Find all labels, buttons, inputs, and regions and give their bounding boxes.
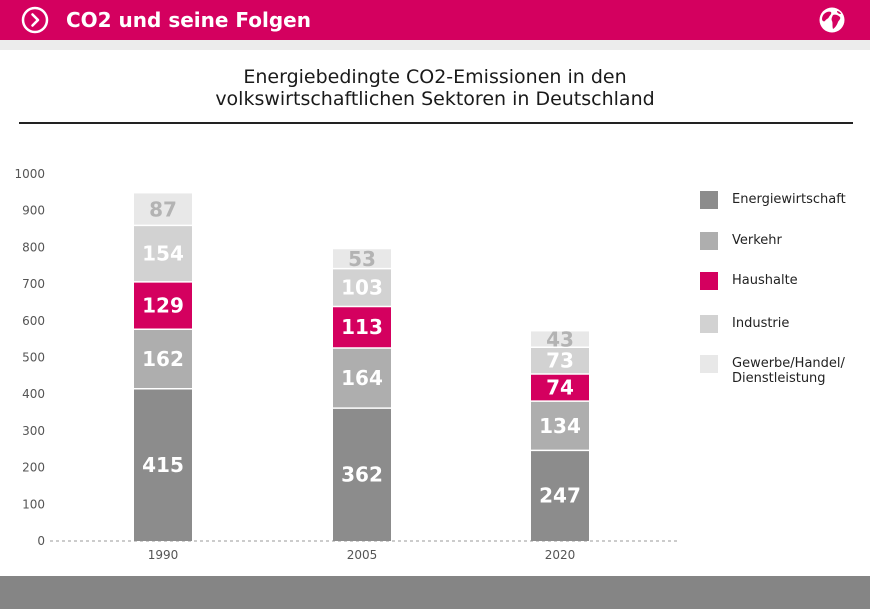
- y-tick-label: 700: [22, 277, 45, 291]
- data-label: 73: [546, 349, 574, 373]
- x-tick-label: 1990: [148, 548, 179, 562]
- legend-swatch: [700, 355, 718, 373]
- chart-title-line-1: Energiebedingte CO2-Emissionen in den: [243, 66, 627, 88]
- data-label: 87: [149, 197, 177, 221]
- bar-segment: [531, 331, 589, 348]
- data-label: 134: [539, 414, 581, 438]
- y-tick-label: 900: [22, 204, 45, 218]
- footer-bar: [0, 576, 870, 609]
- bar-segment: [134, 281, 192, 330]
- data-label: 113: [341, 315, 383, 339]
- bar-segment: [531, 347, 589, 375]
- chevron-right-circle-icon[interactable]: [21, 6, 49, 34]
- x-tick-label: 2005: [347, 548, 378, 562]
- x-tick-label: 2020: [545, 548, 576, 562]
- legend-label: Energiewirtschaft: [732, 192, 846, 207]
- legend-label: Verkehr: [732, 233, 782, 248]
- data-label: 129: [142, 294, 184, 318]
- data-label: 362: [341, 463, 383, 487]
- data-label: 74: [546, 376, 574, 400]
- data-label: 247: [539, 484, 581, 508]
- bar-segment: [531, 374, 589, 402]
- y-tick-label: 200: [22, 461, 45, 475]
- bar-segment: [333, 408, 391, 541]
- legend-swatch: [700, 315, 718, 333]
- bar-segment: [531, 401, 589, 451]
- data-label: 53: [348, 247, 376, 271]
- y-tick-label: 500: [22, 351, 45, 365]
- data-label: 164: [341, 366, 383, 390]
- legend-label: Haushalte: [732, 273, 798, 288]
- title-rule: [19, 122, 853, 124]
- y-tick-label: 300: [22, 424, 45, 438]
- bar-segment: [134, 225, 192, 282]
- y-tick-label: 400: [22, 387, 45, 401]
- legend-label: Industrie: [732, 316, 790, 331]
- y-tick-label: 800: [22, 240, 45, 254]
- legend-swatch: [700, 272, 718, 290]
- data-label: 162: [142, 347, 184, 371]
- header-bar: CO2 und seine Folgen: [0, 0, 870, 40]
- bar-segment: [333, 347, 391, 409]
- y-tick-label: 1000: [14, 167, 45, 181]
- y-tick-label: 0: [37, 534, 45, 548]
- chart-title-line-2: volkswirtschaftlichen Sektoren in Deutsc…: [215, 88, 655, 110]
- data-label: 415: [142, 453, 184, 477]
- chart-title: Energiebedingte CO2-Emissionen in den vo…: [150, 66, 720, 110]
- y-tick-label: 100: [22, 497, 45, 511]
- bar-segment: [333, 268, 391, 307]
- globe-icon[interactable]: [817, 5, 847, 35]
- bar-segment: [531, 450, 589, 541]
- data-label: 103: [341, 276, 383, 300]
- bar-segment: [134, 329, 192, 389]
- legend-swatch: [700, 191, 718, 209]
- app-title: CO2 und seine Folgen: [66, 8, 311, 32]
- header-divider-strip: [0, 40, 870, 50]
- bar-segment: [134, 193, 192, 226]
- bar-segment: [134, 388, 192, 541]
- stacked-bar-chart: 0 100 200 300 400 500 600 700 800 900 1000 415 162 12…: [14, 167, 680, 562]
- bar-segment: [333, 306, 391, 348]
- y-tick-label: 600: [22, 314, 45, 328]
- legend-swatch: [700, 232, 718, 250]
- bar-segment: [333, 249, 391, 269]
- legend-label: Gewerbe/Handel/Dienstleistung: [732, 356, 845, 386]
- data-label: 154: [142, 242, 184, 266]
- data-label: 43: [546, 327, 574, 351]
